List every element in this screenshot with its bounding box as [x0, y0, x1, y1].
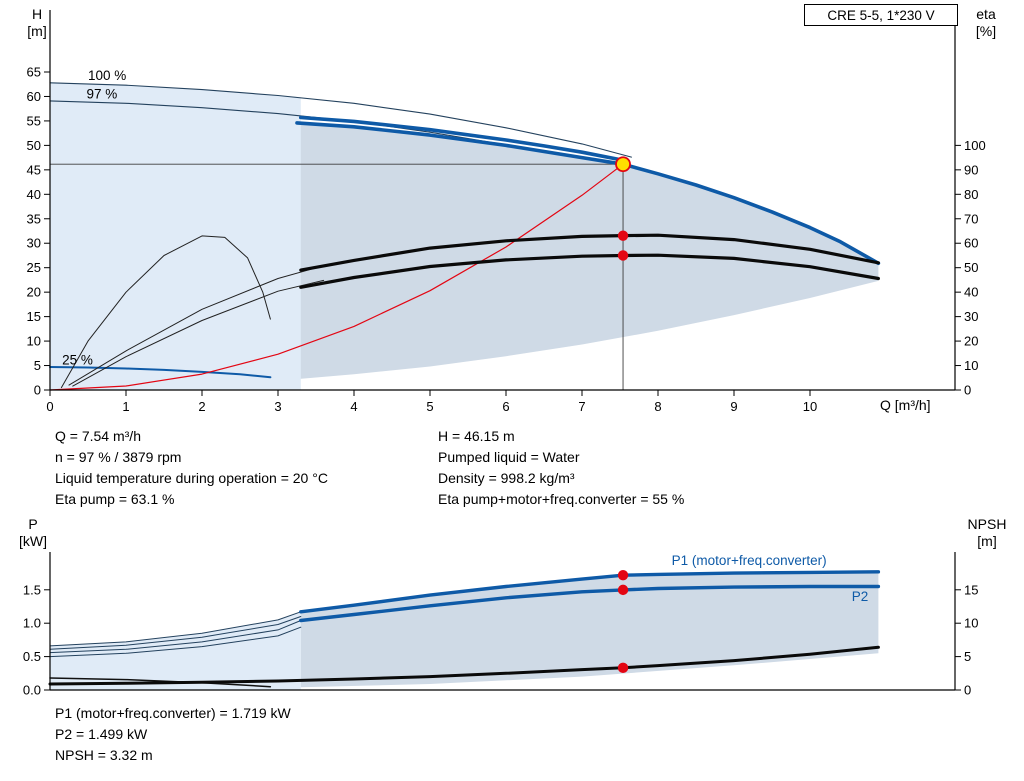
eta-total-point — [617, 250, 629, 261]
info-line-eta-total: Eta pump+motor+freq.converter = 55 % — [438, 491, 685, 507]
curve-100pct-thin — [49, 82, 632, 158]
p1-point — [617, 569, 629, 581]
tick-label: 35 — [27, 211, 41, 226]
operating-data-left: Q = 7.54 m³/h n = 97 % / 3879 rpm Liquid… — [55, 426, 328, 510]
curve-label: P2 — [852, 589, 869, 604]
tick-label: 60 — [27, 89, 41, 104]
eta-pump-curve — [299, 233, 880, 272]
tick-label: 55 — [27, 113, 41, 128]
tick-label: 5 — [426, 399, 433, 414]
curve-25pct — [49, 366, 272, 379]
tick-label: 10 — [964, 358, 978, 373]
tick-label: 70 — [964, 211, 978, 226]
operating-data-right: H = 46.15 m Pumped liquid = Water Densit… — [438, 426, 684, 510]
npsh-curve — [48, 645, 880, 686]
power-envelope — [300, 571, 879, 688]
tick-label: 0 — [964, 383, 971, 398]
tick-label: 80 — [964, 187, 978, 202]
tick-label: 0.5 — [23, 649, 41, 664]
tick-label: 40 — [964, 285, 978, 300]
eta-join-upper — [68, 265, 325, 386]
tick-label: 10 — [964, 616, 978, 631]
tick-label: 15 — [27, 309, 41, 324]
tick-label: 30 — [27, 236, 41, 251]
p-axis-label: P [kW] — [19, 516, 47, 549]
duty-point — [615, 156, 631, 173]
tick-label: 5 — [34, 358, 41, 373]
tick-label: 1.5 — [23, 582, 41, 597]
p-thin-2 — [49, 616, 302, 650]
eta-pump-point — [617, 230, 629, 241]
curve-label: 25 % — [62, 353, 93, 368]
info-line-q: Q = 7.54 m³/h — [55, 428, 141, 444]
p2-curve — [299, 584, 881, 623]
low-flow-region — [50, 82, 301, 391]
p-min-speed — [49, 677, 272, 688]
tick-label: 1.0 — [23, 616, 41, 631]
curve-label: P1 (motor+freq.converter) — [672, 553, 827, 568]
tick-label: 65 — [27, 65, 41, 80]
npsh-axis-label: NPSH [m] — [967, 516, 1007, 549]
tick-label: 8 — [654, 399, 661, 414]
tick-label: 15 — [964, 582, 978, 597]
tick-label: 20 — [964, 334, 978, 349]
tick-label: 20 — [27, 285, 41, 300]
info-line-density: Density = 998.2 kg/m³ — [438, 470, 575, 486]
tick-label: 30 — [964, 309, 978, 324]
tick-label: 10 — [27, 334, 41, 349]
tick-label: 50 — [27, 138, 41, 153]
p2-point — [617, 584, 629, 596]
info-line-npsh: NPSH = 3.32 m — [55, 747, 153, 763]
info-line-p1: P1 (motor+freq.converter) = 1.719 kW — [55, 705, 291, 721]
tick-label: 0 — [34, 383, 41, 398]
tick-label: 60 — [964, 236, 978, 251]
tick-label: 10 — [803, 399, 817, 414]
info-line-pumped-liquid: Pumped liquid = Water — [438, 449, 580, 465]
tick-label: 5 — [964, 649, 971, 664]
eta-join-lower — [72, 279, 325, 387]
tick-label: 3 — [274, 399, 281, 414]
curve-max-speed — [299, 115, 622, 162]
tick-label: 25 — [27, 260, 41, 275]
tick-label: 7 — [578, 399, 585, 414]
p-thin-1 — [49, 611, 302, 647]
tick-label: 9 — [730, 399, 737, 414]
eta-total-curve — [299, 253, 880, 289]
tick-label: 0 — [46, 399, 53, 414]
tick-label: 4 — [350, 399, 357, 414]
tick-label: 0.0 — [23, 683, 41, 698]
q-axis-label: Q [m³/h] — [880, 397, 931, 413]
tick-label: 0 — [964, 683, 971, 698]
curve-duty-speed — [295, 121, 625, 166]
tick-label: 90 — [964, 162, 978, 177]
h-axis-label: H [m] — [27, 6, 47, 39]
info-line-liquid-temp: Liquid temperature during operation = 20… — [55, 470, 328, 486]
tick-label: 1 — [122, 399, 129, 414]
info-line-eta-pump: Eta pump = 63.1 % — [55, 491, 175, 507]
curve-limit-descent — [621, 162, 881, 266]
p-thin-3 — [49, 620, 302, 654]
info-line-n: n = 97 % / 3879 rpm — [55, 449, 182, 465]
tick-label: 2 — [198, 399, 205, 414]
pump-title-box: CRE 5-5, 1*230 V — [804, 4, 958, 26]
tick-label: 6 — [502, 399, 509, 414]
tick-label: 45 — [27, 162, 41, 177]
curve-label: 100 % — [88, 68, 126, 83]
system-curve — [49, 163, 624, 391]
eta-low-speed-arc — [60, 235, 271, 389]
tick-label: 40 — [27, 187, 41, 202]
curve-label: 97 % — [86, 86, 117, 101]
p-thin-4 — [49, 626, 302, 658]
info-line-p2: P2 = 1.499 kW — [55, 726, 148, 742]
info-line-h: H = 46.15 m — [438, 428, 515, 444]
tick-label: 50 — [964, 260, 978, 275]
eta-axis-label: eta [%] — [975, 6, 997, 39]
p1-curve — [299, 570, 881, 614]
npsh-point — [617, 662, 629, 674]
tick-label: 100 — [964, 138, 986, 153]
power-npsh-data: P1 (motor+freq.converter) = 1.719 kW P2 … — [55, 703, 291, 766]
